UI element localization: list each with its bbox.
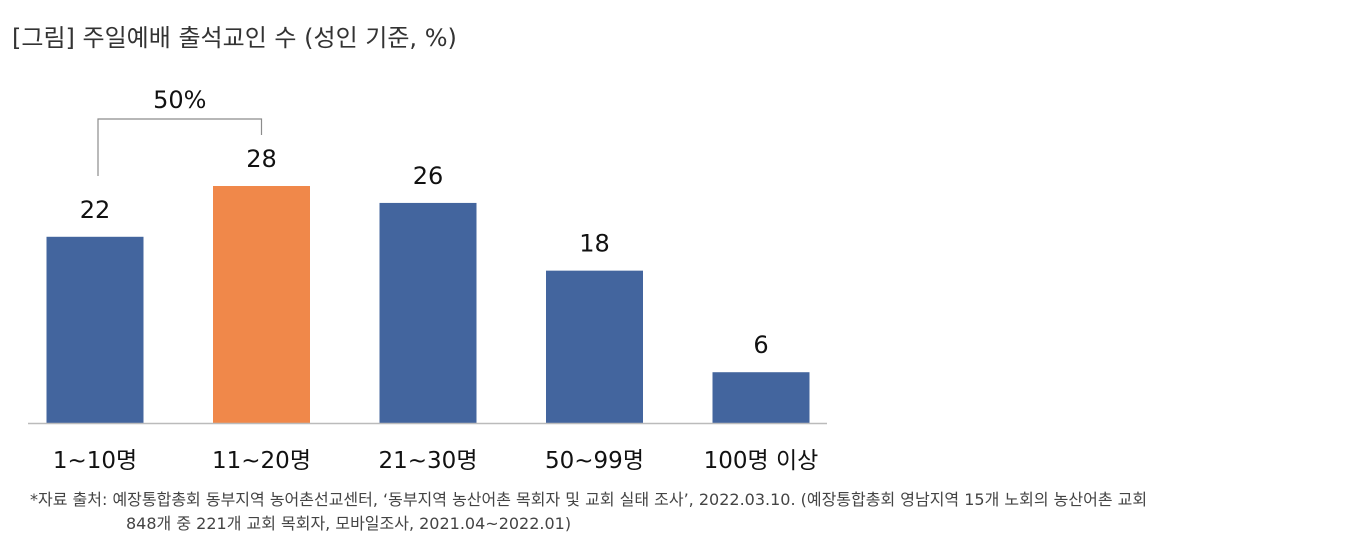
source-line-2: 848개 중 221개 교회 목회자, 모바일조사, 2021.04~2022.… — [126, 514, 572, 533]
bar-1 — [46, 236, 144, 423]
annotation-label: 50% — [153, 86, 206, 114]
source-line-1: *자료 출처: 예장통합총회 동부지역 농어촌선교센터, ‘동부지역 농산어촌 … — [30, 490, 1148, 509]
category-label-1: 1~10명 — [53, 448, 137, 474]
category-label-3: 21~30명 — [379, 448, 478, 474]
data-label-1: 22 — [80, 196, 111, 224]
category-label-4: 50~99명 — [545, 448, 644, 474]
annotation-bracket — [97, 118, 263, 176]
data-label-4: 18 — [579, 230, 610, 258]
bar-5 — [712, 372, 810, 423]
category-label-5: 100명 이상 — [704, 448, 819, 474]
source-note: *자료 출처: 예장통합총회 동부지역 농어촌선교센터, ‘동부지역 농산어촌 … — [30, 488, 1147, 536]
data-label-3: 26 — [413, 162, 444, 190]
bar-3 — [379, 202, 477, 423]
category-label-2: 11~20명 — [212, 448, 311, 474]
bar-2 — [213, 186, 310, 423]
data-label-5: 6 — [753, 331, 768, 359]
bar-4 — [546, 270, 643, 423]
chart-title: [그림] 주일예배 출석교인 수 (성인 기준, %) — [12, 24, 457, 52]
bar-chart: 22 1~10명 28 11~20명 26 21~30명 18 50~99명 6 100명 이상 5… — [28, 86, 827, 474]
data-label-2: 28 — [246, 145, 277, 173]
